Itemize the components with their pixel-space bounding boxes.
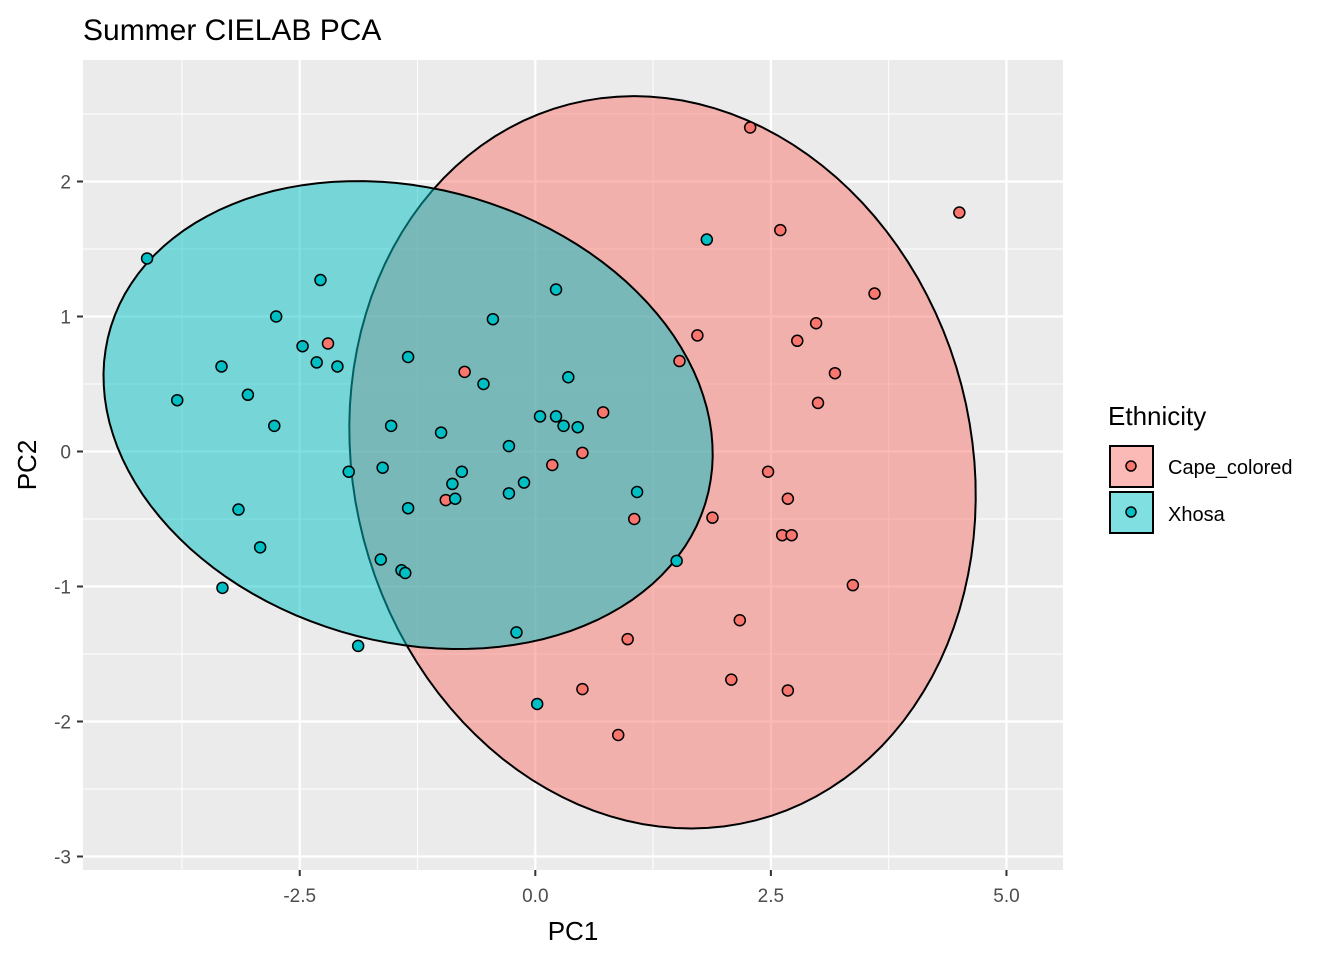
point-xhosa [571,420,584,434]
point-xhosa [401,350,415,364]
point-xhosa [510,626,523,639]
point-cape-colored [621,632,634,646]
point-xhosa [486,312,500,326]
point-xhosa [296,339,309,353]
point-xhosa [700,233,714,246]
point-cape-colored [761,465,775,478]
point-xhosa [374,553,388,566]
point-xhosa [670,554,683,568]
point-xhosa [557,419,570,433]
point-cape-colored [628,512,641,526]
point-xhosa [434,426,448,439]
point-xhosa [448,492,462,505]
y-tick-label: -2 [54,713,71,734]
point-xhosa [477,377,490,391]
point-cape-colored [576,682,589,696]
legend-item-cape-colored: Cape_colored [1109,445,1293,488]
point-xhosa [170,393,184,407]
point-xhosa [549,410,563,423]
legend-label-xhosa: Xhosa [1168,504,1226,526]
point-xhosa [384,419,398,433]
point-xhosa [630,485,644,499]
point-cape-colored [809,317,823,330]
point-cape-colored [576,446,589,460]
x-tick-label: 2.5 [758,886,784,907]
point-cape-colored [781,684,795,697]
point-cape-colored [691,329,704,342]
point-cape-colored [743,121,757,134]
point-xhosa [455,465,469,478]
point-cape-colored [321,337,335,350]
point-xhosa [314,273,327,287]
chart-title: Summer CIELAB PCA [83,14,381,47]
point-xhosa [232,503,245,516]
legend-item-xhosa: Xhosa [1109,491,1226,534]
y-tick-label: -3 [54,848,71,869]
point-xhosa [310,356,323,369]
y-tick-label: -1 [54,578,71,599]
legend-label-cape-colored: Cape_colored [1168,457,1293,479]
point-xhosa [399,566,412,580]
point-cape-colored [546,458,559,472]
point-xhosa [376,461,389,474]
point-xhosa [502,439,516,453]
legend-title: Ethnicity [1108,401,1206,431]
point-cape-colored [846,578,860,592]
point-xhosa [216,581,229,595]
x-tick-label: 0.0 [522,886,548,907]
legend: Ethnicity Cape_colored Xhosa [1108,401,1293,534]
y-axis-title: PC2 [12,440,42,491]
legend-dot-xhosa [1125,506,1137,518]
y-tick-label: 2 [60,173,71,194]
x-axis-ticks: -2.5 0.0 2.5 5.0 [283,870,1020,907]
point-cape-colored [953,206,966,219]
point-xhosa [215,360,228,373]
point-cape-colored [673,354,686,368]
x-tick-label: 5.0 [993,886,1019,907]
point-xhosa [530,697,544,711]
point-xhosa [241,388,255,402]
point-cape-colored [781,492,795,505]
point-cape-colored [725,673,738,686]
point-cape-colored [828,366,842,380]
point-xhosa [502,487,516,500]
point-cape-colored [785,528,798,542]
point-xhosa [140,252,154,265]
point-xhosa [517,476,531,489]
point-xhosa [446,477,459,491]
point-xhosa [331,360,344,373]
data-points [140,121,966,742]
y-tick-label: 1 [60,308,71,329]
point-cape-colored [811,396,825,410]
point-xhosa [342,465,355,478]
point-xhosa [269,310,283,323]
point-cape-colored [611,728,625,742]
point-xhosa [401,501,415,515]
point-cape-colored [868,287,881,300]
x-axis-title: PC1 [548,916,599,946]
point-xhosa [562,371,575,384]
point-xhosa [268,419,281,433]
point-cape-colored [791,334,804,348]
point-cape-colored [733,614,747,627]
point-cape-colored [774,223,787,237]
x-tick-label: -2.5 [283,886,316,907]
ellipse-xhosa [102,180,714,651]
point-xhosa [533,410,547,423]
point-cape-colored [596,406,610,419]
point-xhosa [549,283,563,296]
point-cape-colored [458,365,471,379]
y-tick-label: 0 [60,443,71,464]
legend-dot-cape-colored [1125,460,1137,472]
confidence-ellipses [102,95,977,830]
y-axis-ticks: -3 -2 -1 0 1 2 [54,173,83,869]
point-xhosa [253,541,267,554]
point-xhosa [351,639,365,653]
point-cape-colored [706,511,719,524]
